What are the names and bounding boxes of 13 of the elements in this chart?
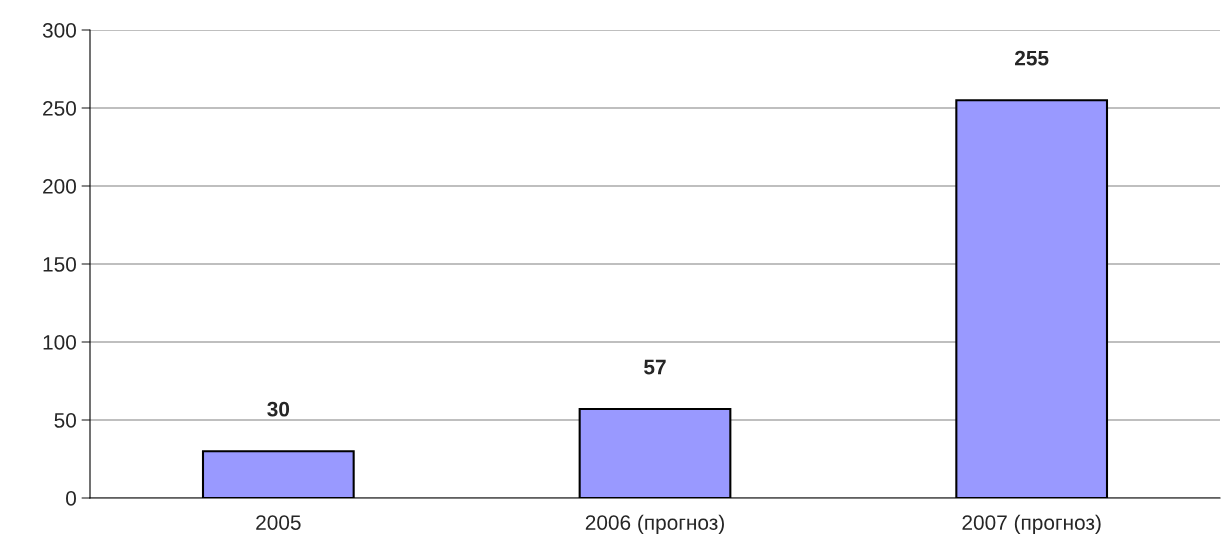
data-label: 255 <box>1015 50 1049 66</box>
y-tick-label: 150 <box>43 257 76 272</box>
x-tick-label: 2006 (прогноз) <box>585 514 724 535</box>
y-tick-label: 300 <box>42 23 76 38</box>
y-tick-label: 100 <box>43 335 76 350</box>
y-tick-label: 250 <box>43 101 76 116</box>
data-label: 30 <box>267 401 290 417</box>
y-tick-label: 50 <box>54 413 76 428</box>
x-tick-label: 2005 <box>256 515 301 530</box>
y-tick-label: 200 <box>43 179 76 194</box>
data-label: 57 <box>644 359 666 375</box>
x-tick-label: 2007 (прогноз) <box>962 514 1101 535</box>
y-tick-label: 0 <box>66 491 76 506</box>
